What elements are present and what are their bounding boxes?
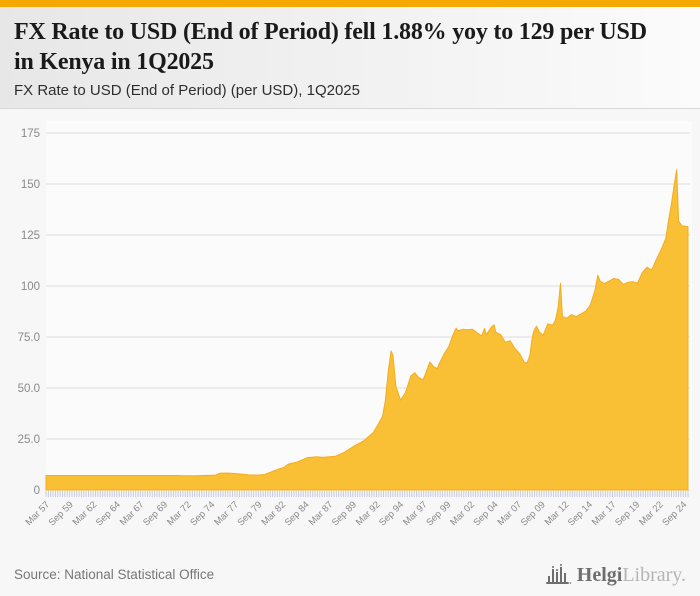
y-tick-label: 50.0 <box>18 383 40 395</box>
x-tick-label: Sep 79 <box>235 499 264 528</box>
chart-subtitle: FX Rate to USD (End of Period) (per USD)… <box>14 82 360 99</box>
bar-chart-logo-icon <box>545 564 572 584</box>
footer: Source: National Statistical Office Helg… <box>0 552 700 596</box>
x-tick-label: Mar 72 <box>165 499 194 528</box>
y-tick-label: 25.0 <box>18 434 40 446</box>
x-tick-label: Sep 09 <box>519 499 548 528</box>
x-tick-label: Mar 92 <box>354 499 383 528</box>
x-tick-label: Sep 64 <box>94 499 123 528</box>
header: FX Rate to USD (End of Period) fell 1.88… <box>0 7 700 109</box>
x-tick-label: Mar 57 <box>23 499 52 528</box>
logo-text-helgi: Helgi <box>576 564 623 586</box>
x-tick-label: Mar 67 <box>118 499 147 528</box>
x-tick-label: Sep 74 <box>188 499 217 528</box>
y-tick-label: 0 <box>34 485 40 497</box>
y-tick-label: 100 <box>21 281 40 293</box>
x-tick-label: Mar 77 <box>212 499 241 528</box>
x-tick-label: Mar 17 <box>590 499 619 528</box>
y-tick-label: 175 <box>21 128 40 140</box>
x-tick-label: Mar 07 <box>495 499 524 528</box>
fx-rate-area-series <box>45 169 689 491</box>
source-text: Source: National Statistical Office <box>14 566 215 582</box>
x-tick-label: Sep 69 <box>141 499 170 528</box>
x-tick-label: Mar 12 <box>543 499 572 528</box>
x-tick-label: Mar 97 <box>401 499 430 528</box>
x-tick-label: Mar 22 <box>637 499 666 528</box>
y-tick-label: 150 <box>21 179 40 191</box>
x-tick-label: Sep 24 <box>660 499 689 528</box>
x-tick-label: Sep 99 <box>424 499 453 528</box>
x-tick-label: Sep 19 <box>613 499 642 528</box>
logo-text-library: Library. <box>622 564 686 586</box>
logo-text: HelgiLibrary. <box>577 565 686 585</box>
x-tick-label: Mar 82 <box>259 499 288 528</box>
x-tick-label: Mar 02 <box>448 499 477 528</box>
top-accent-bar <box>0 0 700 7</box>
chart-region: 175 150 125 100 75.0 50.0 25.0 0 Mar 57 Sep 59 Mar… <box>0 108 700 555</box>
y-tick-label: 125 <box>21 230 40 242</box>
x-tick-label: Sep 14 <box>566 499 595 528</box>
page-title: FX Rate to USD (End of Period) fell 1.88… <box>14 19 647 75</box>
x-tick-label: Sep 94 <box>377 499 406 528</box>
x-axis-ticks <box>45 491 689 497</box>
x-tick-label: Mar 87 <box>307 499 336 528</box>
x-tick-label: Sep 59 <box>47 499 76 528</box>
x-tick-label: Sep 84 <box>283 499 312 528</box>
x-tick-label: Sep 04 <box>471 499 500 528</box>
x-tick-label: Sep 89 <box>330 499 359 528</box>
x-tick-label: Mar 62 <box>71 499 100 528</box>
y-tick-label: 75.0 <box>18 332 40 344</box>
helgi-library-logo: HelgiLibrary. <box>545 563 686 585</box>
y-axis-labels: 175 150 125 100 75.0 50.0 25.0 0 <box>18 128 40 497</box>
